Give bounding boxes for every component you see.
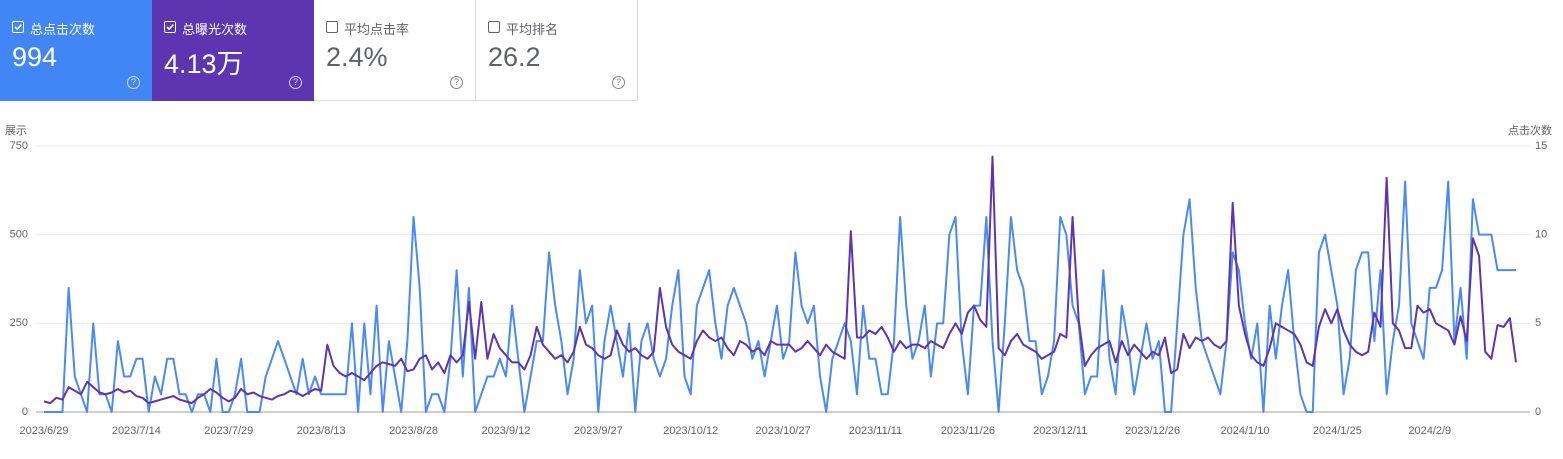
x-tick-label: 2023/9/12 xyxy=(481,425,530,437)
y2-tick-label: 5 xyxy=(1535,317,1541,329)
x-tick-label: 2023/8/28 xyxy=(389,425,438,437)
x-tick-label: 2023/6/29 xyxy=(20,425,69,437)
help-icon[interactable]: ? xyxy=(612,76,625,89)
y-tick-label: 0 xyxy=(22,406,28,418)
metric-card[interactable]: 总点击次数 994? xyxy=(0,0,152,101)
x-tick-label: 2023/7/29 xyxy=(204,425,253,437)
y-tick-label: 250 xyxy=(10,317,28,329)
x-tick-label: 2024/1/10 xyxy=(1221,425,1270,437)
x-tick-label: 2023/7/14 xyxy=(112,425,161,437)
checkbox[interactable] xyxy=(326,21,338,33)
x-tick-label: 2023/12/26 xyxy=(1125,425,1180,437)
x-tick-label: 2024/1/25 xyxy=(1313,425,1362,437)
y2-tick-label: 0 xyxy=(1535,406,1541,418)
x-tick-label: 2023/8/13 xyxy=(297,425,346,437)
y2-tick-label: 10 xyxy=(1535,229,1547,241)
checkbox[interactable] xyxy=(12,21,24,33)
metric-card[interactable]: 平均点击率 2.4%? xyxy=(314,0,476,101)
x-tick-label: 2023/11/11 xyxy=(849,425,902,437)
metric-card[interactable]: 平均排名 26.2? xyxy=(476,0,638,101)
metric-label: 总曝光次数 xyxy=(182,22,248,37)
checkbox[interactable] xyxy=(164,21,176,33)
metric-value: 4.13万 xyxy=(164,49,244,79)
metric-value: 994 xyxy=(12,42,58,72)
help-icon[interactable]: ? xyxy=(450,76,463,89)
y-tick-label: 750 xyxy=(10,140,28,152)
y2-axis-label: 点击次数 xyxy=(1508,123,1552,137)
x-tick-label: 2023/12/11 xyxy=(1033,425,1087,437)
metric-card[interactable]: 总曝光次数 4.13万? xyxy=(152,0,314,101)
metric-label: 总点击次数 xyxy=(30,22,96,37)
x-tick-label: 2023/11/26 xyxy=(941,425,995,437)
x-tick-label: 2023/10/12 xyxy=(663,425,718,437)
x-tick-label: 2023/10/27 xyxy=(756,425,811,437)
checkbox[interactable] xyxy=(488,21,500,33)
help-icon[interactable]: ? xyxy=(127,76,140,89)
metric-label: 平均排名 xyxy=(506,22,559,37)
metric-value: 2.4% xyxy=(326,42,388,72)
x-tick-label: 2024/2/9 xyxy=(1408,425,1451,437)
y2-tick-label: 15 xyxy=(1535,140,1547,152)
help-icon[interactable]: ? xyxy=(289,76,302,89)
series-line xyxy=(44,180,1516,413)
metric-label: 平均点击率 xyxy=(344,22,410,37)
y-axis-label: 展示 xyxy=(5,124,27,137)
y-tick-label: 500 xyxy=(10,229,28,241)
metric-value: 26.2 xyxy=(488,42,541,72)
series-line xyxy=(43,155,1517,405)
x-tick-label: 2023/9/27 xyxy=(574,425,623,437)
